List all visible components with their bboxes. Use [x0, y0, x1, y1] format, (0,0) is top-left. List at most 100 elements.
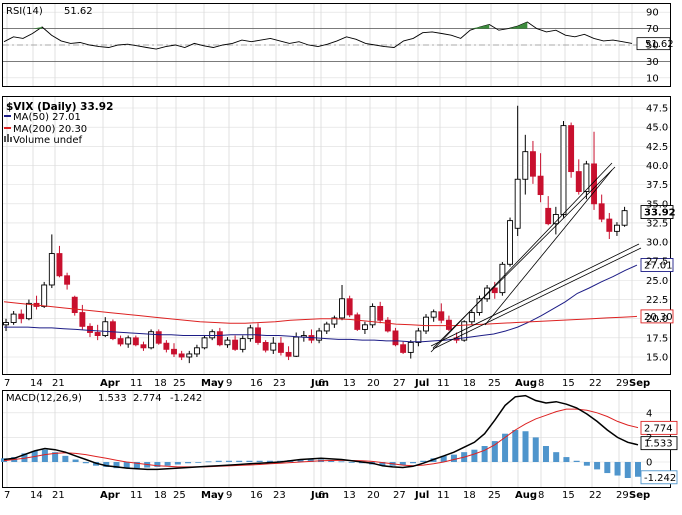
x-tick-label: Apr [100, 378, 120, 389]
candle-body [476, 298, 483, 314]
candle-body [155, 331, 162, 344]
price-tick-label: 42.5 [646, 142, 668, 153]
candle-body [606, 218, 613, 232]
volume-legend-label: Volume undef [13, 135, 83, 146]
candle-body [71, 296, 78, 314]
candle-body [514, 178, 521, 229]
price-tick-label: 17.5 [646, 333, 668, 344]
macd-histogram-bar [583, 462, 590, 466]
macd-tick-label: 4 [646, 408, 652, 419]
macd-value-label: 1.533 [98, 393, 127, 404]
macd-title: MACD(12,26,9) [6, 393, 82, 404]
macd-histogram-bar [195, 462, 202, 463]
candle-body [361, 324, 368, 330]
candle-body [94, 332, 101, 336]
x-tick-label: 25 [173, 490, 186, 501]
macd-histogram-bar [491, 441, 498, 462]
candle-body [560, 125, 567, 215]
rsi-tick-label: 30 [646, 57, 659, 68]
candle-body [369, 305, 376, 326]
trendline [430, 243, 640, 347]
candle-body [522, 151, 529, 180]
macd-histogram-bar [512, 430, 519, 462]
candle-body [262, 341, 269, 351]
rsi-badge-label: 51.62 [645, 39, 674, 50]
candle-body [445, 319, 452, 330]
candle-body [163, 342, 170, 350]
candle-body [25, 302, 32, 320]
x-tick-label: 22 [589, 378, 602, 389]
x-tick-label: Jun [310, 378, 329, 389]
macd-histogram-bar [154, 462, 161, 467]
macd-histogram-bar [236, 460, 243, 462]
price-tick-label: 27.5 [646, 257, 668, 268]
candle-body [3, 322, 9, 326]
candle-body [18, 313, 25, 320]
x-tick-label: 23 [273, 490, 286, 501]
candle-body [247, 327, 254, 340]
macd-histogram-bar [604, 462, 611, 474]
macd-histogram-bar [307, 459, 314, 462]
x-tick-label: Aug [515, 378, 537, 389]
macd-histogram-bar [410, 462, 417, 464]
candle-body [529, 151, 536, 177]
macd-histogram-bar [440, 455, 447, 462]
candle-body [209, 331, 216, 339]
candle-body [132, 337, 139, 346]
candle-body [354, 314, 361, 330]
macd-histogram-bar [471, 449, 478, 462]
candle-body [102, 321, 109, 336]
x-tick-label: 27 [393, 490, 406, 501]
x-tick-label: 25 [488, 378, 501, 389]
x-tick-label: 20 [367, 490, 380, 501]
macd-histogram-bar [420, 460, 427, 462]
price-tick-label: 47.5 [646, 104, 668, 115]
macd-histogram-bar [256, 460, 263, 462]
x-tick-label: Jun [310, 490, 329, 501]
x-tick-label: 18 [463, 378, 476, 389]
x-tick-label: 29 [616, 378, 629, 389]
macd-histogram-bar [225, 460, 232, 462]
rsi-tick-label: 50 [646, 41, 659, 52]
x-tick-label: 6 [318, 490, 324, 501]
rsi-value-label: 51.62 [64, 6, 93, 17]
macd-histogram-bar [624, 462, 631, 478]
x-tick-label: 9 [226, 490, 232, 501]
price-tick-label: 45.0 [646, 123, 668, 134]
macd-histogram-bar [246, 460, 253, 462]
x-tick-label: 18 [154, 490, 167, 501]
macd-tick-label: 2 [646, 433, 652, 444]
x-tick-label: 6 [318, 378, 324, 389]
x-tick-label: 21 [52, 378, 65, 389]
candle-body [171, 348, 177, 355]
macd-histogram-bar [348, 462, 355, 463]
candle-body [239, 338, 246, 350]
x-tick-label: 11 [437, 490, 450, 501]
candle-body [545, 207, 552, 225]
ma200-legend-label: MA(200) 20.30 [13, 124, 87, 135]
candle-body [316, 330, 323, 341]
macd-badge [640, 420, 678, 435]
candle-body [186, 353, 193, 358]
candle-body [224, 339, 231, 346]
price-badge-label: 20.30 [644, 312, 673, 323]
candle-body [140, 344, 147, 349]
x-tick-label: May [201, 490, 224, 501]
x-tick-label: 16 [250, 490, 263, 501]
candle-body [392, 330, 399, 346]
macd-histogram-bar [594, 462, 601, 470]
macd-histogram-bar [379, 462, 386, 466]
macd-badge-label: 1.533 [644, 439, 673, 450]
macd-histogram-bar [1, 458, 7, 462]
candle-body [400, 344, 407, 353]
candle-body [598, 203, 605, 220]
candle-body [125, 337, 132, 345]
trendline [432, 166, 616, 349]
candle-body [109, 321, 116, 340]
x-tick-label: 20 [367, 378, 380, 389]
candle-body [346, 298, 353, 316]
macd-signal-label: 2.774 [133, 393, 162, 404]
x-tick-label: 15 [562, 378, 575, 389]
macd-histogram-bar [103, 462, 110, 467]
candle-body [613, 224, 620, 232]
